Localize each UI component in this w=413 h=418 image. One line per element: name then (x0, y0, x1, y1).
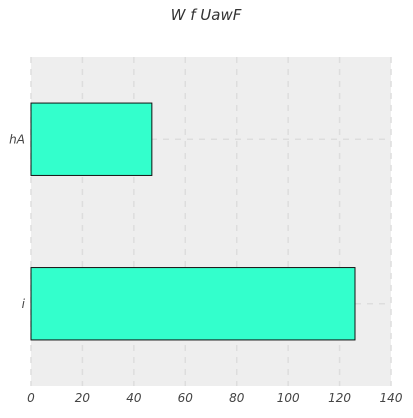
x-tick-label: 120 (328, 391, 351, 405)
x-tick-label: 40 (126, 391, 142, 405)
x-tick-label: 100 (277, 391, 300, 405)
bar-i (30, 267, 356, 341)
y-tick-label: hA (9, 132, 25, 146)
y-tick-label: i (22, 297, 26, 311)
x-tick-label: 140 (380, 391, 403, 405)
x-tick-label: 20 (75, 391, 91, 405)
chart-title: W f UawF (171, 6, 242, 24)
x-tick-label: 0 (27, 391, 35, 405)
bar-hA (30, 102, 153, 176)
x-tick-label: 80 (229, 391, 245, 405)
x-tick-label: 60 (178, 391, 194, 405)
